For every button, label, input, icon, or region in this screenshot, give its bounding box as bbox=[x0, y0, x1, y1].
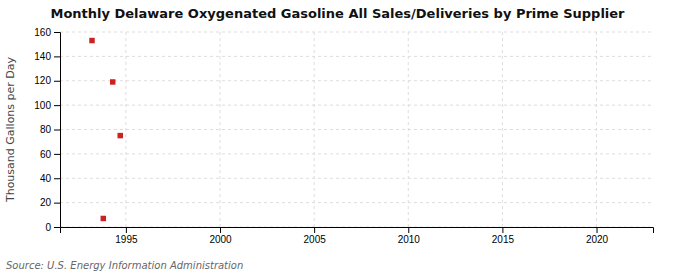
x-axis: 1995 2000 2005 2010 2015 2020 bbox=[61, 227, 654, 245]
x-tick-label: 2005 bbox=[304, 234, 327, 245]
x-tick: 2005 bbox=[304, 227, 327, 245]
y-tick: 20 bbox=[40, 197, 60, 208]
y-tick: 0 bbox=[45, 222, 60, 233]
y-grid-line bbox=[60, 178, 653, 179]
y-tick-label: 60 bbox=[40, 149, 52, 160]
y-tick-label: 160 bbox=[34, 27, 51, 38]
y-grid-line bbox=[60, 80, 653, 81]
y-grid-line bbox=[60, 32, 653, 33]
y-tick-label: 20 bbox=[40, 197, 52, 208]
x-tick-mark bbox=[220, 227, 221, 233]
x-tick: 1995 bbox=[115, 227, 138, 245]
x-tick: 2010 bbox=[398, 227, 421, 245]
y-tick-label: 120 bbox=[34, 75, 51, 86]
x-tick-label: 2010 bbox=[398, 234, 421, 245]
x-tick-mark bbox=[502, 227, 503, 233]
y-tick: 40 bbox=[40, 173, 60, 184]
y-grid-line bbox=[60, 202, 653, 203]
y-tick-mark bbox=[54, 105, 60, 106]
y-grid-line bbox=[60, 105, 653, 106]
x-tick-mark bbox=[597, 227, 598, 233]
x-tick-label: 2000 bbox=[209, 234, 232, 245]
y-tick-label: 40 bbox=[40, 173, 52, 184]
point bbox=[110, 79, 115, 84]
x-tick-mark bbox=[314, 227, 315, 233]
x-tick: 2015 bbox=[492, 227, 515, 245]
y-tick: 120 bbox=[34, 75, 60, 86]
x-grid-line bbox=[502, 32, 503, 227]
y-tick-mark bbox=[54, 178, 60, 179]
plot-area: 1995 2000 2005 2010 2015 2020 0 20 40 60 80 100 120 1… bbox=[34, 27, 653, 245]
y-tick: 80 bbox=[40, 124, 60, 135]
y-tick: 140 bbox=[34, 51, 60, 62]
x-tick-label: 2015 bbox=[492, 234, 515, 245]
y-tick-label: 80 bbox=[40, 124, 52, 135]
source-note: Source: U.S. Energy Information Administ… bbox=[6, 260, 243, 271]
y-grid-line bbox=[60, 56, 653, 57]
y-tick-mark bbox=[54, 130, 60, 131]
y-tick-label: 140 bbox=[34, 51, 51, 62]
point bbox=[89, 38, 94, 43]
y-tick-mark bbox=[54, 154, 60, 155]
y-tick-mark bbox=[54, 56, 60, 57]
x-tick-label: 1995 bbox=[115, 234, 138, 245]
y-axis-title: Thousand Gallons per Day bbox=[4, 56, 17, 203]
points bbox=[89, 38, 123, 221]
x-grid-line bbox=[220, 32, 221, 227]
y-tick-mark bbox=[54, 227, 60, 228]
chart-svg: 1995 2000 2005 2010 2015 2020 0 20 40 60 80 100 120 1… bbox=[0, 0, 675, 275]
x-axis-line bbox=[61, 228, 654, 234]
y-tick-mark bbox=[54, 32, 60, 33]
x-tick-label: 2020 bbox=[586, 234, 609, 245]
x-tick-mark bbox=[126, 227, 127, 233]
y-axis-line bbox=[54, 33, 61, 228]
x-tick-mark bbox=[408, 227, 409, 233]
x-tick: 2020 bbox=[586, 227, 609, 245]
title: Monthly Delaware Oxygenated Gasoline All… bbox=[50, 6, 625, 21]
y-tick-label: 100 bbox=[34, 100, 51, 111]
point bbox=[118, 133, 123, 138]
y-tick: 100 bbox=[34, 100, 60, 111]
y-tick-mark bbox=[54, 203, 60, 204]
y-axis: 0 20 40 60 80 100 120 140 160 bbox=[34, 27, 60, 233]
y-tick: 160 bbox=[34, 27, 60, 38]
y-tick-label: 0 bbox=[45, 222, 51, 233]
y-grid-line bbox=[60, 153, 653, 154]
point bbox=[101, 216, 106, 221]
x-tick: 2000 bbox=[209, 227, 232, 245]
grid bbox=[60, 32, 653, 227]
y-grid-line bbox=[60, 129, 653, 130]
y-tick-mark bbox=[54, 81, 60, 82]
y-tick: 60 bbox=[40, 149, 60, 160]
